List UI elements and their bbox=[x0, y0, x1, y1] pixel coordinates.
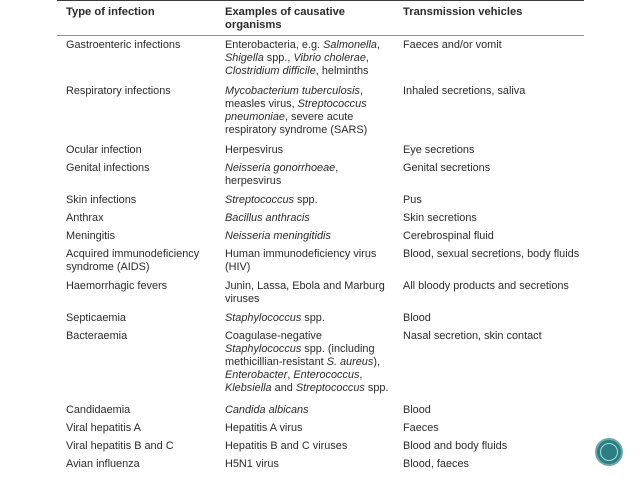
table-row: Viral hepatitis A Hepatitis A virus Faeces bbox=[57, 422, 584, 440]
cell-transmission-vehicles: Blood, faeces bbox=[403, 458, 469, 470]
table-header: Type of infection Examples of causative … bbox=[57, 1, 584, 36]
cell-transmission-vehicles: Genital secretions bbox=[403, 162, 491, 174]
cell-type-of-infection: Skin infections bbox=[66, 194, 137, 206]
cell-transmission-vehicles: Nasal secretion, skin contact bbox=[403, 330, 542, 342]
table-top-rule bbox=[57, 0, 584, 1]
cell-type-of-infection: Respiratory infections bbox=[66, 85, 171, 97]
cell-type-of-infection: Genital infections bbox=[66, 162, 150, 174]
cell-transmission-vehicles: Eye secretions bbox=[403, 144, 475, 156]
cell-type-of-infection: Candidaemia bbox=[66, 404, 131, 416]
cell-causative-organisms: Neisseria meningitidis bbox=[225, 230, 331, 242]
cell-type-of-infection: Haemorrhagic fevers bbox=[66, 280, 168, 292]
table-row: Septicaemia Staphylococcus spp. Blood bbox=[57, 312, 584, 330]
table-row: Genital infections Neisseria gonorrhoeae,… bbox=[57, 162, 584, 194]
cell-causative-organisms: Neisseria gonorrhoeae, herpesvirus bbox=[225, 162, 339, 188]
table-row: Skin infections Streptococcus spp. Pus bbox=[57, 194, 584, 212]
table-row: Anthrax Bacillus anthracis Skin secretions bbox=[57, 212, 584, 230]
table-row: Ocular infection Herpesvirus Eye secretion… bbox=[57, 144, 584, 162]
cell-type-of-infection: Meningitis bbox=[66, 230, 116, 242]
table-row: Haemorrhagic fevers Junin, Lassa, Ebola a… bbox=[57, 280, 584, 312]
header-causative-organisms: Examples of causative organisms bbox=[225, 6, 346, 31]
cell-causative-organisms: Herpesvirus bbox=[225, 144, 284, 156]
cell-transmission-vehicles: Faeces and/or vomit bbox=[403, 39, 502, 51]
cell-transmission-vehicles: Blood, sexual secretions, body fluids bbox=[403, 248, 580, 260]
table-row: Viral hepatitis B and C Hepatitis B and C… bbox=[57, 440, 584, 458]
cell-type-of-infection: Acquired immunodeficiency syndrome (AIDS… bbox=[66, 248, 200, 274]
cell-causative-organisms: Hepatitis A virus bbox=[225, 422, 303, 434]
cell-causative-organisms: H5N1 virus bbox=[225, 458, 279, 470]
cell-causative-organisms: Streptococcus spp. bbox=[225, 194, 318, 206]
cell-type-of-infection: Bacteraemia bbox=[66, 330, 128, 342]
cell-transmission-vehicles: Inhaled secretions, saliva bbox=[403, 85, 526, 97]
table-row: Bacteraemia Coagulase-negative Staphyloco… bbox=[57, 330, 584, 404]
cell-causative-organisms: Hepatitis B and C viruses bbox=[225, 440, 348, 452]
cell-causative-organisms: Staphylococcus spp. bbox=[225, 312, 325, 324]
cell-transmission-vehicles: Cerebrospinal fluid bbox=[403, 230, 494, 242]
table-row: Respiratory infections Mycobacterium tube… bbox=[57, 85, 584, 144]
cell-transmission-vehicles: Faeces bbox=[403, 422, 439, 434]
table-row: Meningitis Neisseria meningitidis Cerebros… bbox=[57, 230, 584, 248]
cell-type-of-infection: Anthrax bbox=[66, 212, 104, 224]
cell-causative-organisms: Candida albicans bbox=[225, 404, 309, 416]
cell-transmission-vehicles: Skin secretions bbox=[403, 212, 477, 224]
cell-transmission-vehicles: Blood and body fluids bbox=[403, 440, 508, 452]
infection-table: Type of infection Examples of causative … bbox=[57, 0, 584, 476]
table-body: Gastroenteric infections Enterobacteria, … bbox=[57, 36, 584, 476]
cell-transmission-vehicles: Blood bbox=[403, 404, 431, 416]
cell-causative-organisms: Coagulase-negative Staphylococcus spp. (… bbox=[225, 330, 389, 395]
cell-causative-organisms: Bacillus anthracis bbox=[225, 212, 310, 224]
cell-transmission-vehicles: Blood bbox=[403, 312, 431, 324]
cell-type-of-infection: Septicaemia bbox=[66, 312, 126, 324]
cell-type-of-infection: Viral hepatitis A bbox=[66, 422, 141, 434]
table-row: Candidaemia Candida albicans Blood bbox=[57, 404, 584, 422]
cell-causative-organisms: Junin, Lassa, Ebola and Marburg viruses bbox=[225, 280, 385, 306]
cell-transmission-vehicles: Pus bbox=[403, 194, 422, 206]
cell-type-of-infection: Ocular infection bbox=[66, 144, 142, 156]
table-row: Acquired immunodeficiency syndrome (AIDS… bbox=[57, 248, 584, 280]
circle-badge-icon[interactable] bbox=[595, 438, 623, 466]
cell-causative-organisms: Human immunodeficiency virus (HIV) bbox=[225, 248, 377, 274]
cell-type-of-infection: Avian influenza bbox=[66, 458, 140, 470]
table-row: Avian influenza H5N1 virus Blood, faeces bbox=[57, 458, 584, 476]
cell-type-of-infection: Viral hepatitis B and C bbox=[66, 440, 174, 452]
table-row: Gastroenteric infections Enterobacteria, … bbox=[57, 39, 584, 85]
cell-transmission-vehicles: All bloody products and secretions bbox=[403, 280, 569, 292]
header-type-of-infection: Type of infection bbox=[66, 6, 155, 18]
cell-causative-organisms: Enterobacteria, e.g. Salmonella, Shigell… bbox=[225, 39, 380, 78]
cell-type-of-infection: Gastroenteric infections bbox=[66, 39, 181, 51]
header-transmission-vehicles: Transmission vehicles bbox=[403, 6, 523, 18]
cell-causative-organisms: Mycobacterium tuberculosis, measles viru… bbox=[225, 85, 368, 137]
